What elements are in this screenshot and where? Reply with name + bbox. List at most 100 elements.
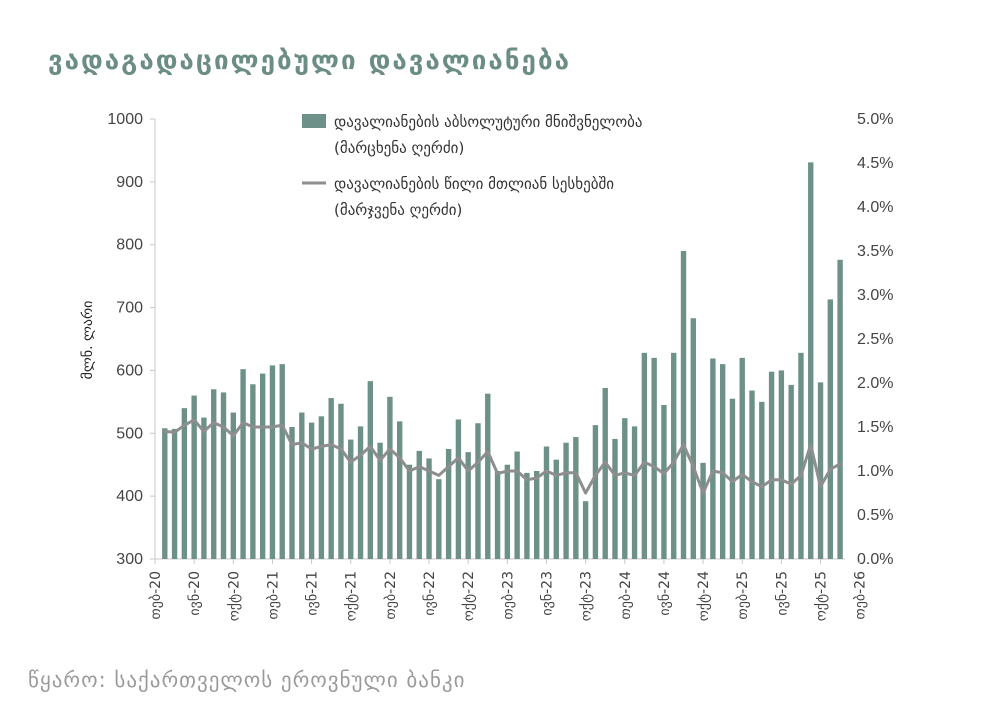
bar bbox=[181, 408, 188, 559]
legend-bar-swatch bbox=[302, 114, 326, 128]
bar bbox=[778, 370, 785, 559]
bar bbox=[573, 437, 579, 559]
chart-title: ვადაგადაცილებული დავალიანება bbox=[48, 46, 572, 76]
x-tick-label: ოქტ-25 bbox=[814, 571, 830, 621]
bar bbox=[240, 369, 246, 559]
x-tick-label: ოქტ-20 bbox=[226, 571, 242, 621]
y-axis-label: მლნ. ლარი bbox=[79, 301, 96, 380]
bar bbox=[514, 451, 520, 559]
legend: დავალიანების აბსოლუტური მნიშვნელობა (მარ… bbox=[302, 113, 643, 219]
x-tick-label: ოქტ-23 bbox=[579, 571, 595, 621]
source-note: წყარო: საქართველოს ეროვნული ბანკი bbox=[28, 668, 466, 692]
bar bbox=[680, 251, 687, 559]
bar bbox=[436, 479, 442, 559]
y2-tick-label: 5.0% bbox=[857, 111, 893, 128]
x-tick-label: თებ-26 bbox=[853, 571, 869, 620]
y-tick-label: 500 bbox=[116, 425, 143, 442]
bar bbox=[475, 423, 481, 559]
x-tick-label: ივნ-22 bbox=[422, 571, 438, 616]
bar bbox=[622, 418, 628, 559]
legend-bar-sublabel: (მარცხენა ღერძი) bbox=[334, 139, 464, 157]
y2-tick-label: 4.5% bbox=[857, 155, 893, 172]
x-tick-label: ოქტ-21 bbox=[344, 571, 360, 621]
y2-tick-label: 0.0% bbox=[857, 551, 893, 568]
bar bbox=[837, 259, 843, 559]
bar bbox=[651, 357, 657, 559]
bar bbox=[279, 364, 285, 559]
bar bbox=[808, 162, 814, 559]
legend-bar-label: დავალიანების აბსოლუტური მნიშვნელობა bbox=[334, 113, 643, 131]
bar bbox=[494, 471, 501, 559]
y-tick-label: 800 bbox=[116, 237, 143, 254]
x-tick-label: თებ-24 bbox=[618, 571, 634, 620]
bar bbox=[690, 318, 696, 559]
bar bbox=[406, 464, 413, 559]
x-tick-label: ივნ-25 bbox=[774, 571, 790, 616]
bar bbox=[749, 390, 755, 559]
x-tick-label: ივნ-24 bbox=[657, 571, 673, 616]
bar bbox=[485, 393, 491, 559]
bar bbox=[250, 384, 256, 559]
bar bbox=[269, 365, 276, 559]
bar bbox=[259, 373, 266, 559]
bar bbox=[543, 446, 550, 559]
bar bbox=[201, 417, 207, 559]
y-tick-label: 900 bbox=[116, 174, 143, 191]
x-tick-label: ივნ-21 bbox=[305, 571, 321, 616]
y2-tick-label: 3.0% bbox=[857, 287, 893, 304]
bar bbox=[387, 396, 393, 559]
bar bbox=[171, 428, 178, 559]
bar bbox=[563, 442, 569, 559]
bar bbox=[357, 426, 364, 559]
bar bbox=[729, 398, 736, 559]
bar bbox=[631, 426, 638, 559]
bar bbox=[710, 358, 716, 559]
bar bbox=[602, 388, 608, 559]
bar bbox=[328, 398, 334, 559]
bar bbox=[524, 472, 530, 559]
bar bbox=[211, 389, 217, 559]
x-tick-label: ივნ-23 bbox=[539, 571, 555, 616]
legend-line-sublabel: (მარჯვენა ღერძი) bbox=[334, 201, 462, 219]
y-tick-label: 1000 bbox=[107, 111, 143, 128]
bar-series bbox=[162, 162, 843, 559]
y2-tick-label: 4.0% bbox=[857, 199, 893, 216]
bar bbox=[396, 421, 403, 559]
bar bbox=[817, 382, 824, 559]
y2-tick-label: 1.5% bbox=[857, 419, 893, 436]
y-tick-label: 700 bbox=[116, 300, 143, 317]
x-tick-label: ოქტ-22 bbox=[461, 571, 477, 621]
bar bbox=[367, 381, 374, 559]
bar bbox=[661, 405, 667, 559]
bar bbox=[719, 364, 726, 559]
y2-tick-label: 2.5% bbox=[857, 331, 893, 348]
x-tick-label: თებ-20 bbox=[148, 571, 164, 619]
y2-tick-label: 2.0% bbox=[857, 375, 893, 392]
bar bbox=[612, 438, 618, 559]
bar bbox=[768, 371, 775, 559]
line-path bbox=[163, 418, 842, 495]
bar bbox=[191, 395, 197, 559]
bar bbox=[671, 352, 677, 559]
bar bbox=[220, 392, 227, 559]
x-tick-label: თებ-21 bbox=[265, 571, 281, 619]
x-tick-label: ოქტ-24 bbox=[696, 571, 712, 621]
x-tick-label: თებ-25 bbox=[735, 571, 751, 619]
y-tick-label: 600 bbox=[116, 362, 143, 379]
bar bbox=[798, 352, 804, 559]
bar bbox=[377, 442, 383, 559]
bar bbox=[348, 439, 354, 559]
y2-tick-label: 3.5% bbox=[857, 243, 893, 260]
bar bbox=[553, 459, 559, 559]
bar bbox=[582, 501, 589, 559]
bar bbox=[289, 427, 295, 559]
bar bbox=[338, 403, 344, 559]
bar bbox=[534, 471, 540, 559]
bar bbox=[318, 416, 325, 559]
bar bbox=[162, 428, 168, 559]
bar bbox=[759, 401, 765, 559]
bar bbox=[416, 450, 422, 559]
axes: 300 400 500 600 700 800 900 1000 0.0% 0.5% 1.0% 1.5… bbox=[107, 111, 893, 621]
bar bbox=[641, 352, 648, 559]
